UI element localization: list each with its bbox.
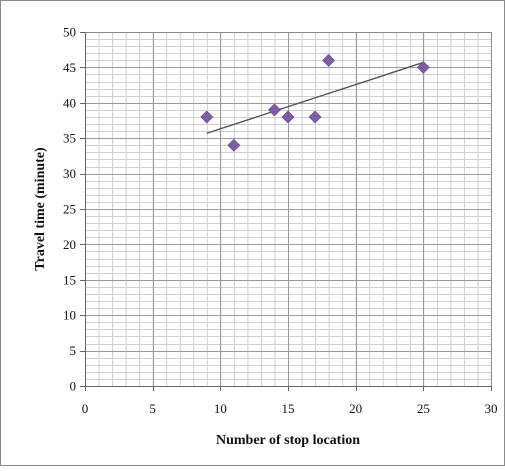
x-axis-title: Number of stop location (216, 433, 360, 448)
y-tick-label: 10 (63, 308, 76, 323)
x-tick-label: 15 (282, 401, 295, 416)
y-tick-label: 40 (63, 95, 76, 110)
x-tick-label: 0 (82, 401, 89, 416)
data-points (200, 53, 430, 152)
data-point-diamond (416, 60, 430, 74)
axis-lines (80, 32, 492, 391)
y-tick-label: 25 (63, 202, 76, 217)
y-axis-tick-labels: 0 5 10 15 20 25 30 35 40 45 50 (63, 25, 76, 394)
y-tick-label: 0 (70, 379, 77, 394)
data-point-diamond (322, 53, 336, 67)
major-gridlines (85, 32, 492, 387)
data-point-diamond (281, 110, 295, 124)
x-tick-label: 25 (417, 401, 430, 416)
data-point-diamond (227, 138, 241, 152)
trendline-group (206, 61, 424, 134)
x-axis-tick-labels: 0 5 10 15 20 25 30 (82, 401, 498, 416)
x-tick-label: 20 (349, 401, 362, 416)
x-tick-label: 10 (214, 401, 227, 416)
linear-trendline (206, 61, 424, 134)
y-tick-label: 15 (63, 272, 76, 287)
y-tick-label: 50 (63, 25, 76, 40)
x-tick-label: 5 (149, 401, 156, 416)
x-tick-label: 30 (485, 401, 498, 416)
data-point-diamond (268, 103, 281, 117)
y-tick-label: 20 (63, 237, 76, 252)
data-point-diamond (200, 110, 214, 124)
y-tick-label: 45 (63, 60, 76, 75)
y-tick-label: 35 (63, 131, 76, 146)
data-point-diamond (308, 110, 322, 124)
y-tick-label: 5 (70, 343, 77, 358)
y-axis-title: Travel time (minute) (33, 147, 48, 271)
y-tick-label: 30 (63, 166, 76, 181)
